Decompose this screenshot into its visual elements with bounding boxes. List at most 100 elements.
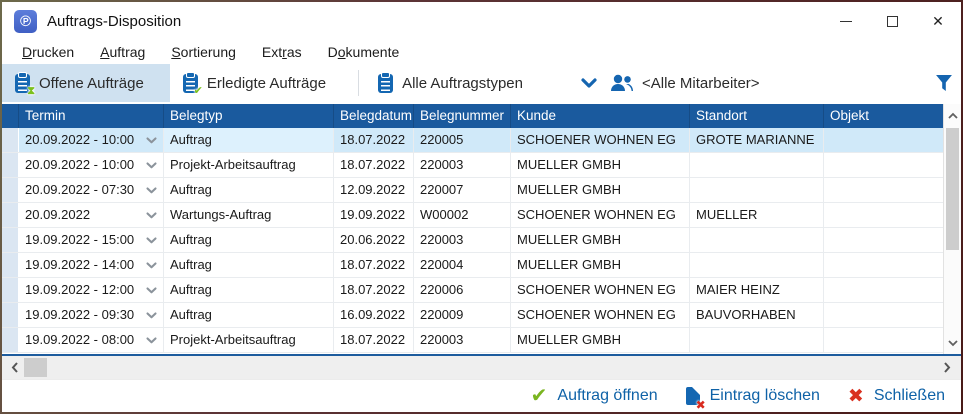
minimize-button[interactable] <box>823 2 869 40</box>
cell-kunde[interactable]: MUELLER GMBH <box>511 178 690 202</box>
cell-objekt[interactable] <box>824 253 943 277</box>
cell-kunde[interactable]: MUELLER GMBH <box>511 253 690 277</box>
cell-belegtyp[interactable]: Auftrag <box>164 128 334 152</box>
cell-termin[interactable]: 20.09.2022 <box>19 203 164 227</box>
col-header-belegnummer[interactable]: Belegnummer <box>414 104 511 128</box>
col-header-termin[interactable]: Termin <box>19 104 164 128</box>
cell-standort[interactable]: BAUVORHABEN <box>690 303 824 327</box>
cell-belegnummer[interactable]: 220006 <box>414 278 511 302</box>
table-row[interactable]: 20.09.2022 - 10:00 Projekt-Arbeitsauftra… <box>2 153 943 178</box>
cell-objekt[interactable] <box>824 228 943 252</box>
row-chevron-down-icon[interactable] <box>146 312 157 319</box>
row-chevron-down-icon[interactable] <box>146 212 157 219</box>
cell-standort[interactable] <box>690 253 824 277</box>
col-header-objekt[interactable]: Objekt <box>830 108 870 123</box>
cell-belegdatum[interactable]: 18.07.2022 <box>334 278 414 302</box>
row-gutter[interactable] <box>2 228 19 252</box>
cell-termin[interactable]: 19.09.2022 - 15:00 <box>19 228 164 252</box>
scroll-right-button[interactable] <box>937 356 957 379</box>
table-row[interactable]: 20.09.2022 - 07:30 Auftrag 12.09.2022 22… <box>2 178 943 203</box>
cell-kunde[interactable]: SCHOENER WOHNEN EG <box>511 278 690 302</box>
row-chevron-down-icon[interactable] <box>146 237 157 244</box>
cell-belegdatum[interactable]: 18.07.2022 <box>334 128 414 152</box>
cell-termin[interactable]: 19.09.2022 - 14:00 <box>19 253 164 277</box>
cell-objekt[interactable] <box>824 328 943 352</box>
row-chevron-down-icon[interactable] <box>146 137 157 144</box>
cell-belegdatum[interactable]: 12.09.2022 <box>334 178 414 202</box>
cell-belegtyp[interactable]: Auftrag <box>164 278 334 302</box>
cell-objekt[interactable] <box>824 128 943 152</box>
col-header-belegtyp[interactable]: Belegtyp <box>164 104 334 128</box>
cell-standort[interactable] <box>690 328 824 352</box>
cell-standort[interactable] <box>690 153 824 177</box>
cell-objekt[interactable] <box>824 278 943 302</box>
menu-item-auftrag[interactable]: Auftrag <box>100 44 146 60</box>
cell-belegtyp[interactable]: Auftrag <box>164 178 334 202</box>
maximize-button[interactable] <box>869 2 915 40</box>
cell-belegnummer[interactable]: 220005 <box>414 128 511 152</box>
cell-belegdatum[interactable]: 18.07.2022 <box>334 153 414 177</box>
cell-belegtyp[interactable]: Projekt-Arbeitsauftrag <box>164 328 334 352</box>
cell-belegnummer[interactable]: 220004 <box>414 253 511 277</box>
cell-kunde[interactable]: MUELLER GMBH <box>511 153 690 177</box>
table-row[interactable]: 19.09.2022 - 15:00 Auftrag 20.06.2022 22… <box>2 228 943 253</box>
scroll-left-button[interactable] <box>4 356 24 379</box>
menu-item-sortierung[interactable]: Sortierung <box>171 44 236 60</box>
cell-belegnummer[interactable]: 220003 <box>414 328 511 352</box>
row-gutter[interactable] <box>2 153 19 177</box>
cell-belegdatum[interactable]: 20.06.2022 <box>334 228 414 252</box>
table-row[interactable]: 19.09.2022 - 08:00 Projekt-Arbeitsauftra… <box>2 328 943 353</box>
vertical-scrollbar[interactable] <box>943 104 961 354</box>
cell-kunde[interactable]: SCHOENER WOHNEN EG <box>511 303 690 327</box>
cell-objekt[interactable] <box>824 153 943 177</box>
col-header-standort[interactable]: Standort <box>690 104 824 128</box>
table-row[interactable]: 19.09.2022 - 09:30 Auftrag 16.09.2022 22… <box>2 303 943 328</box>
row-gutter[interactable] <box>2 128 19 152</box>
close-window-button[interactable]: ✖ Schließen <box>848 387 945 406</box>
cell-belegnummer[interactable]: 220003 <box>414 228 511 252</box>
auftragstyp-dropdown-button[interactable] <box>581 78 597 88</box>
table-row[interactable]: 20.09.2022 - 10:00 Auftrag 18.07.2022 22… <box>2 128 943 153</box>
scroll-up-button[interactable] <box>944 106 961 124</box>
cell-objekt[interactable] <box>824 203 943 227</box>
row-gutter[interactable] <box>2 278 19 302</box>
tab-erledigte-auftraege[interactable]: ✔ Erledigte Aufträge <box>170 64 352 102</box>
filter-button[interactable] <box>935 74 953 92</box>
cell-kunde[interactable]: SCHOENER WOHNEN EG <box>511 128 690 152</box>
cell-termin[interactable]: 20.09.2022 - 10:00 <box>19 153 164 177</box>
cell-termin[interactable]: 19.09.2022 - 12:00 <box>19 278 164 302</box>
cell-belegtyp[interactable]: Wartungs-Auftrag <box>164 203 334 227</box>
menu-item-extras[interactable]: Extras <box>261 44 302 60</box>
cell-kunde[interactable]: MUELLER GMBH <box>511 228 690 252</box>
cell-termin[interactable]: 20.09.2022 - 10:00 <box>19 128 164 152</box>
cell-standort[interactable]: GROTE MARIANNE <box>690 128 824 152</box>
horizontal-scrollbar[interactable] <box>2 356 961 379</box>
cell-belegnummer[interactable]: 220007 <box>414 178 511 202</box>
menu-item-dokumente[interactable]: Dokumente <box>327 44 400 60</box>
cell-objekt[interactable] <box>824 178 943 202</box>
cell-kunde[interactable]: MUELLER GMBH <box>511 328 690 352</box>
cell-termin[interactable]: 19.09.2022 - 08:00 <box>19 328 164 352</box>
cell-belegtyp[interactable]: Auftrag <box>164 303 334 327</box>
cell-kunde[interactable]: SCHOENER WOHNEN EG <box>511 203 690 227</box>
cell-belegtyp[interactable]: Auftrag <box>164 253 334 277</box>
tab-alle-auftragstypen[interactable]: Alle Auftragstypen <box>365 64 549 102</box>
cell-standort[interactable]: MAIER HEINZ <box>690 278 824 302</box>
row-gutter[interactable] <box>2 328 19 352</box>
row-chevron-down-icon[interactable] <box>146 262 157 269</box>
close-button[interactable]: ✕ <box>915 2 961 40</box>
vertical-scroll-thumb[interactable] <box>946 128 959 250</box>
scroll-down-button[interactable] <box>944 334 961 352</box>
cell-belegnummer[interactable]: 220003 <box>414 153 511 177</box>
cell-belegnummer[interactable]: W00002 <box>414 203 511 227</box>
col-header-kunde[interactable]: Kunde <box>511 104 690 128</box>
row-gutter[interactable] <box>2 178 19 202</box>
cell-belegtyp[interactable]: Projekt-Arbeitsauftrag <box>164 153 334 177</box>
cell-belegnummer[interactable]: 220009 <box>414 303 511 327</box>
tab-offene-auftraege[interactable]: ⧗ Offene Aufträge <box>2 64 170 102</box>
cell-termin[interactable]: 20.09.2022 - 07:30 <box>19 178 164 202</box>
col-header-belegdatum[interactable]: Belegdatum <box>334 104 414 128</box>
cell-standort[interactable] <box>690 228 824 252</box>
table-row[interactable]: 19.09.2022 - 14:00 Auftrag 18.07.2022 22… <box>2 253 943 278</box>
row-gutter[interactable] <box>2 303 19 327</box>
